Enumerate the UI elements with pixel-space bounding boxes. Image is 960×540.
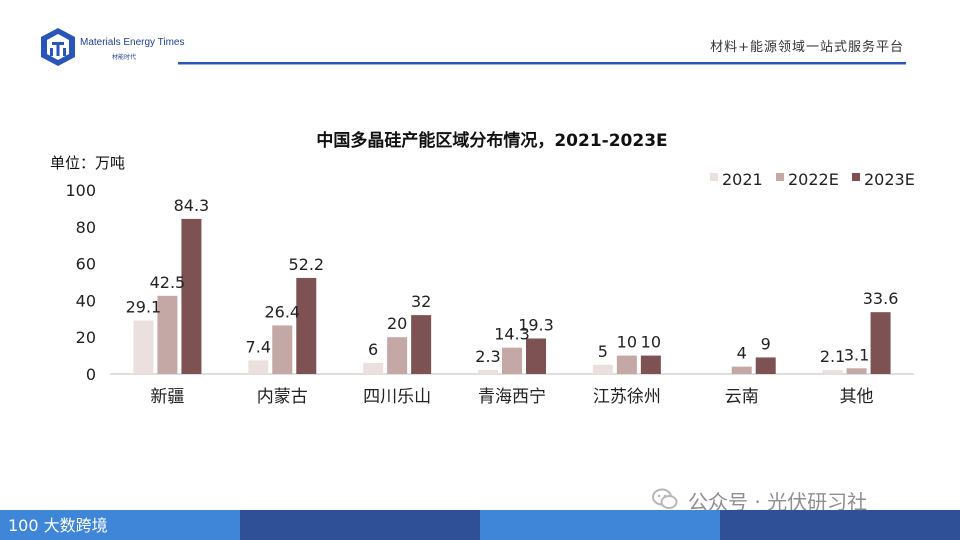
legend-label-2021: 2021 <box>722 170 763 189</box>
legend-label-2023E: 2023E <box>864 170 915 189</box>
footer-bar-4 <box>720 510 960 540</box>
bar-2022E-四川乐山 <box>387 337 408 374</box>
bar-2023E-四川乐山 <box>411 315 432 374</box>
brand-subtitle: 材能时代 <box>112 54 137 61</box>
bar-2022E-云南 <box>731 366 752 374</box>
wechat-icon <box>652 488 678 509</box>
legend-swatch-2021 <box>710 173 718 181</box>
bar-2023E-江苏徐州 <box>640 355 661 374</box>
data-label: 14.3 <box>494 325 530 344</box>
data-label: 7.4 <box>246 337 271 356</box>
chart-legend: 2021 2022E 2023E <box>710 170 915 189</box>
legend-swatch-2022E <box>776 173 784 181</box>
data-label: 19.3 <box>518 315 554 334</box>
x-tick-label: 云南 <box>725 387 759 407</box>
x-tick-label: 其他 <box>840 387 874 407</box>
data-label: 2.1 <box>820 347 845 366</box>
y-tick-label: 60 <box>76 255 96 274</box>
data-label: 10 <box>617 333 637 352</box>
footer-bar-3 <box>480 510 720 540</box>
bar-2022E-青海西宁 <box>502 347 522 374</box>
data-label: 5 <box>598 342 608 361</box>
data-label: 33.6 <box>863 289 899 308</box>
data-label: 32 <box>411 292 431 311</box>
bar-series-group <box>133 218 891 374</box>
bar-2023E-新疆 <box>181 218 202 374</box>
data-label: 29.1 <box>126 297 162 316</box>
bar-2023E-内蒙古 <box>296 277 317 374</box>
data-label: 84.3 <box>174 196 210 215</box>
bar-2021-其他 <box>822 370 843 374</box>
bar-2021-内蒙古 <box>248 360 269 374</box>
data-label: 52.2 <box>288 255 324 274</box>
header-divider <box>178 62 906 64</box>
y-tick-label: 20 <box>76 328 96 347</box>
bar-2021-四川乐山 <box>363 362 384 374</box>
bar-2021-江苏徐州 <box>592 364 613 374</box>
footer-bar-2 <box>240 510 480 540</box>
bar-2021-青海西宁 <box>478 369 498 374</box>
data-label: 9 <box>761 334 771 353</box>
y-axis: 0 20 40 60 80 100 <box>65 181 96 384</box>
data-label: 3.1 <box>844 345 869 364</box>
brand-name: Materials Energy Times <box>80 37 185 48</box>
bar-2023E-其他 <box>870 312 891 374</box>
legend-swatch-2023E <box>852 173 860 181</box>
x-tick-label: 四川乐山 <box>363 387 431 407</box>
x-tick-label: 内蒙古 <box>257 387 308 407</box>
footer-bar-1 <box>0 510 240 540</box>
bar-2022E-其他 <box>846 368 867 374</box>
bar-2023E-青海西宁 <box>526 338 546 374</box>
y-tick-label: 0 <box>86 365 96 384</box>
data-label: 4 <box>737 344 747 363</box>
data-label: 6 <box>368 340 378 359</box>
chart-title: 中国多晶硅产能区域分布情况，2021-2023E <box>316 130 667 151</box>
data-label: 2.3 <box>475 347 500 366</box>
legend-label-2022E: 2022E <box>788 170 839 189</box>
header-divider-thin <box>178 64 906 65</box>
x-tick-label: 青海西宁 <box>478 387 546 407</box>
x-tick-label: 新疆 <box>150 387 184 407</box>
x-tick-label: 江苏徐州 <box>593 387 661 407</box>
x-axis-labels: 新疆 内蒙古 四川乐山 青海西宁 江苏徐州 云南 其他 <box>150 387 873 407</box>
bar-2022E-新疆 <box>157 295 178 374</box>
data-label: 20 <box>387 314 407 333</box>
bar-2022E-内蒙古 <box>272 325 293 374</box>
data-label: 26.4 <box>264 302 300 321</box>
unit-label: 单位：万吨 <box>50 154 125 172</box>
bar-2023E-云南 <box>755 357 776 374</box>
data-label: 10 <box>641 333 661 352</box>
bar-2022E-江苏徐州 <box>616 355 637 374</box>
footer-logo: 100 大数跨境 <box>8 516 108 535</box>
y-tick-label: 80 <box>76 218 96 237</box>
header-tagline: 材料+能源领域一站式服务平台 <box>710 40 904 55</box>
y-tick-label: 100 <box>65 181 96 200</box>
bar-2021-新疆 <box>133 320 154 374</box>
data-label: 42.5 <box>150 273 186 292</box>
y-tick-label: 40 <box>76 291 96 310</box>
brand-logo-icon <box>41 28 75 66</box>
